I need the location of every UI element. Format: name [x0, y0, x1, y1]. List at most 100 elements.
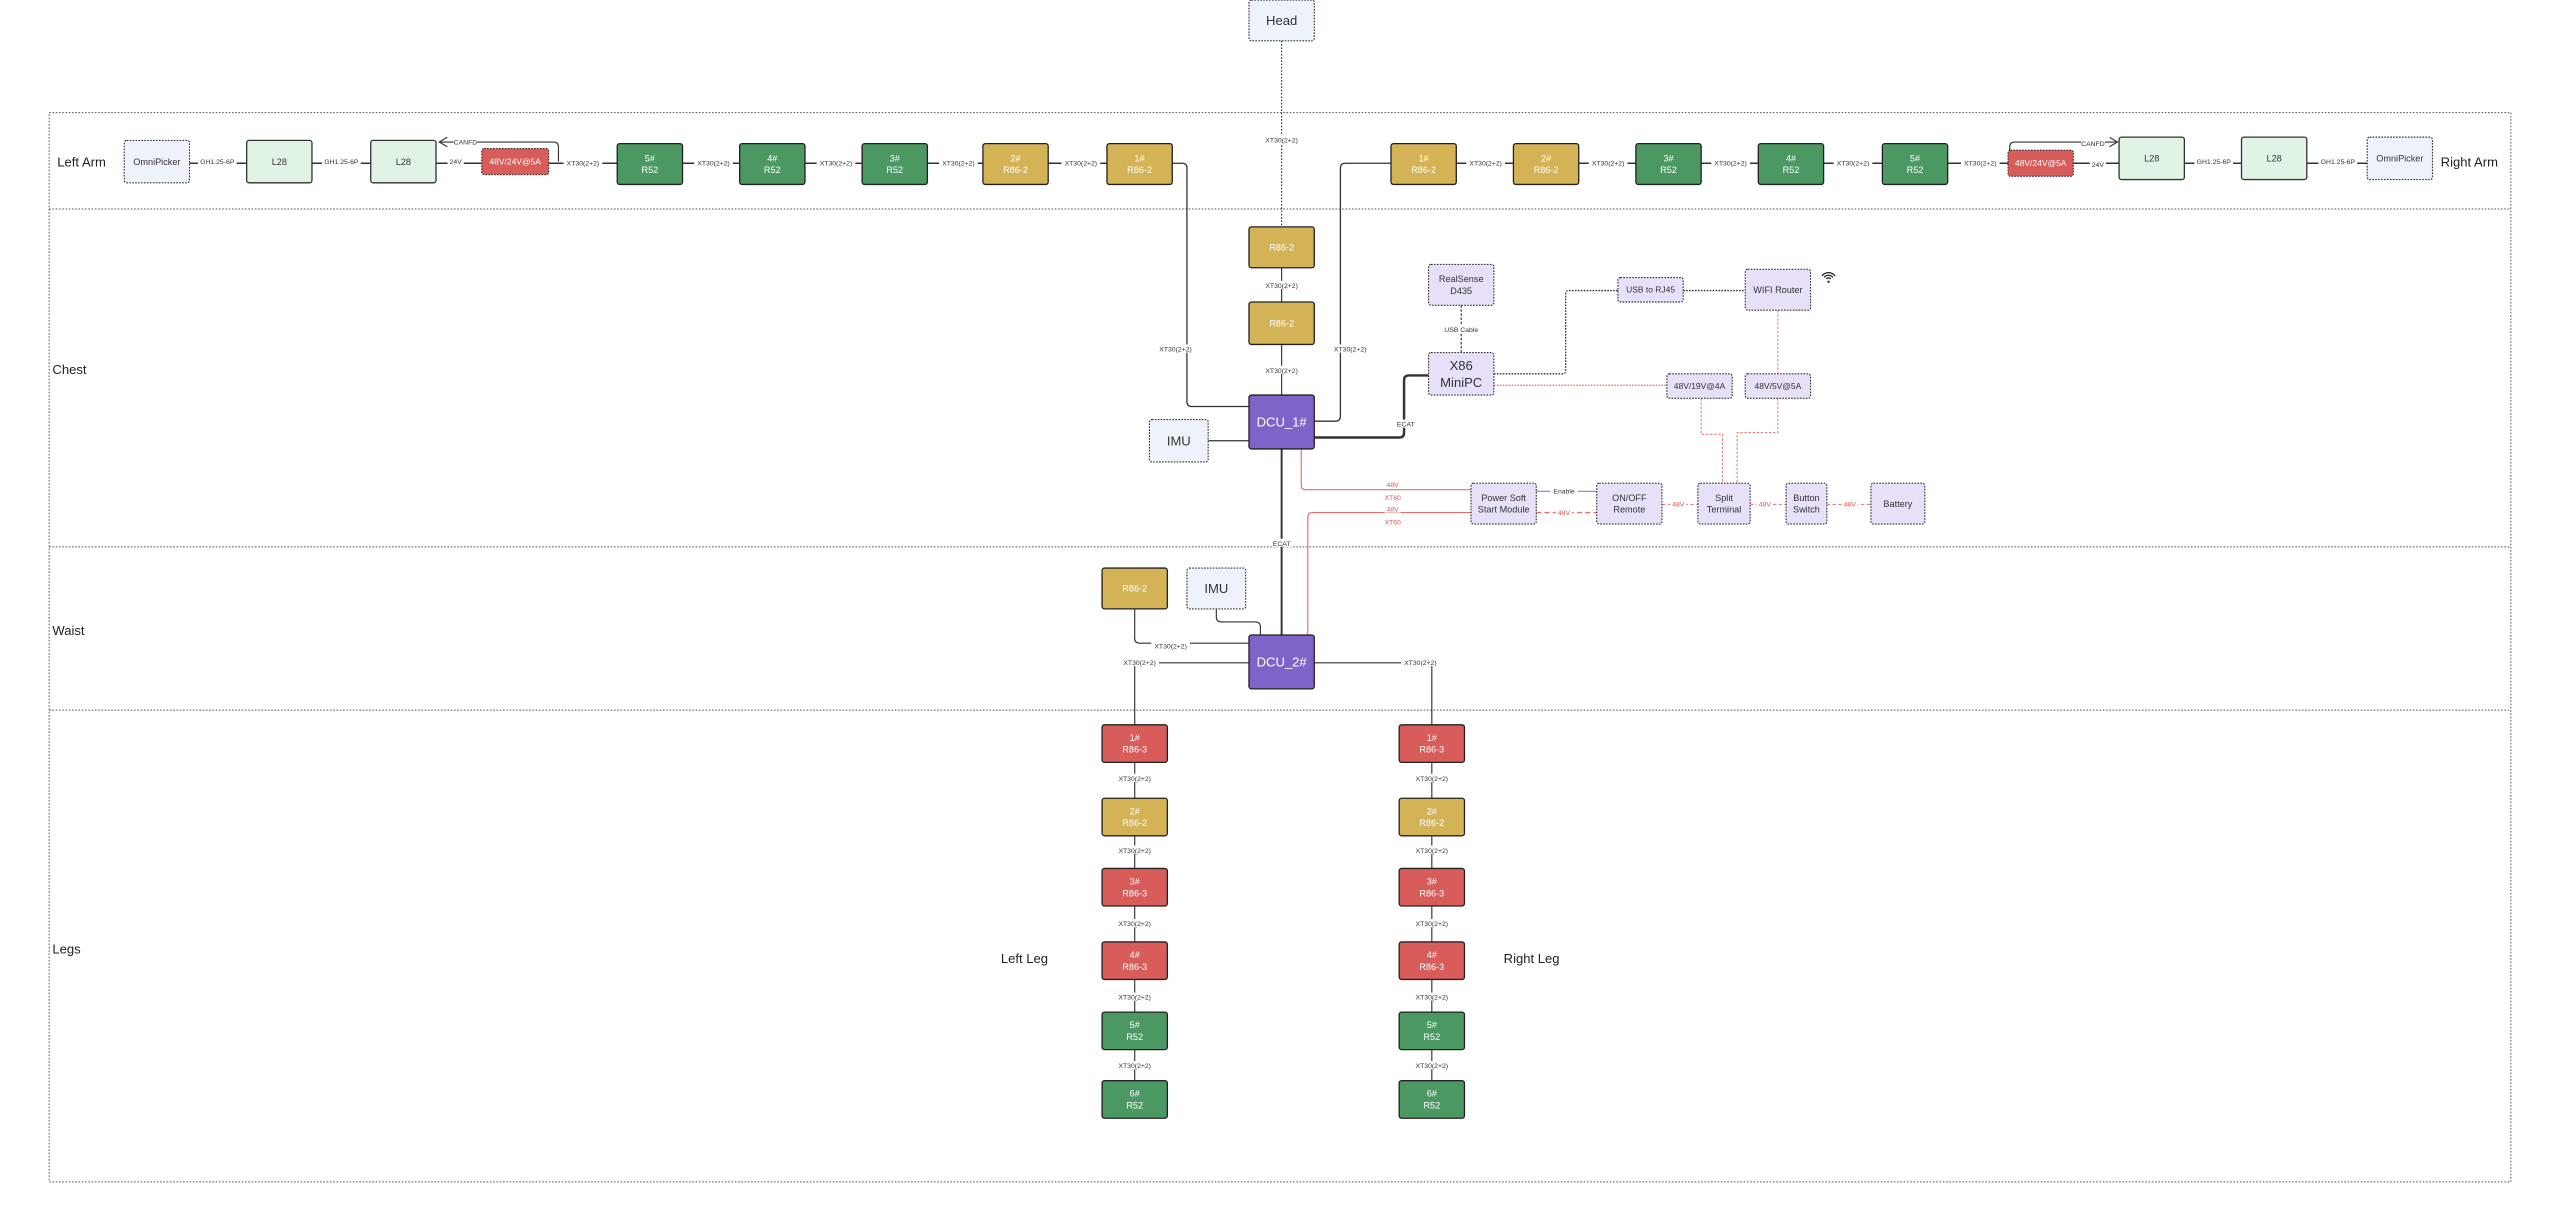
connector-label-text: 48V — [1759, 502, 1772, 509]
node-box — [1617, 276, 1684, 303]
node-label: MiniPC — [1440, 375, 1482, 390]
node-label: D435 — [1450, 286, 1472, 296]
connector-label-text: 48V — [1387, 507, 1400, 514]
node-la-2[interactable]: 2# R86-2 — [982, 143, 1049, 186]
connector-label: XT30(2+2) — [1120, 657, 1159, 667]
connector-label-text: XT30(2+2) — [1159, 347, 1192, 354]
connector-label: ECAT — [1271, 538, 1292, 548]
node-la-l28a[interactable]: L28 — [246, 139, 313, 184]
connector-label-text: XT30(2+2) — [1416, 921, 1449, 928]
node-box — [1186, 567, 1247, 610]
node-label: R52 — [764, 165, 781, 175]
node-ra-3[interactable]: 3#R52 — [1635, 143, 1702, 186]
connector-label: XT30(2+2) — [1588, 158, 1628, 168]
node-wa-r[interactable]: R86-2 — [1101, 567, 1169, 610]
connector-label-text: XT30(2+2) — [1837, 161, 1870, 168]
node-rl-5[interactable]: 5#R52 — [1398, 1011, 1466, 1051]
connector-label-text: 48V — [1558, 510, 1571, 517]
node-label: OmniPicker — [2376, 154, 2423, 164]
canfd-line — [2009, 142, 2118, 162]
node-dcu2[interactable]: DCU_2# — [1248, 634, 1315, 690]
connector-label: GH1.25-6P — [2194, 156, 2234, 166]
connector-label-text: XT30(2+2) — [1964, 161, 1997, 168]
node-rl-4[interactable]: 4# R86-3 — [1398, 941, 1466, 981]
connection-line — [1307, 512, 1471, 636]
node-label: USB to RJ45 — [1626, 285, 1675, 295]
node-ra-l28b[interactable]: L28 — [2240, 136, 2308, 181]
node-box — [1666, 373, 1733, 399]
node-ch-r1[interactable]: R86-2 — [1248, 226, 1315, 269]
connector-label: XT60 — [1382, 517, 1403, 527]
node-p5[interactable]: 48V/5V@5A — [1744, 373, 1812, 399]
node-label: 6# — [1130, 1089, 1141, 1099]
section-label-chest: Chest — [52, 362, 86, 377]
connector-label: XT30(2+2) — [1061, 158, 1101, 168]
connector-label: GH1.25-6P — [197, 156, 237, 166]
connector-label: XT30(2+2) — [1262, 280, 1301, 290]
node-label: L28 — [2144, 154, 2159, 164]
node-ll-4[interactable]: 4# R86-3 — [1101, 941, 1169, 981]
connector-label: XT30(2+2) — [816, 158, 856, 168]
node-dcu1[interactable]: DCU_1# — [1248, 394, 1315, 450]
node-ch-r2[interactable]: R86-2 — [1248, 301, 1315, 346]
node-head[interactable]: Head — [1248, 0, 1315, 42]
connector-label: XT30(2+2) — [1960, 158, 2000, 168]
node-box — [739, 143, 806, 186]
node-imu1[interactable]: IMU — [1148, 418, 1209, 463]
node-la-1[interactable]: 1# R86-2 — [1106, 143, 1173, 186]
node-la-3[interactable]: 3#R52 — [861, 143, 929, 186]
node-battery[interactable]: Battery — [1870, 482, 1926, 525]
node-ra-pwr[interactable]: 48V/24V@5A — [2007, 149, 2074, 177]
node-pss[interactable]: Power Soft Start Module — [1470, 482, 1537, 525]
node-ll-1[interactable]: 1# R86-3 — [1101, 724, 1169, 763]
node-onoff[interactable]: ON/OFF Remote — [1596, 482, 1663, 525]
node-la-pwr[interactable]: 48V/24V@5A — [481, 147, 550, 176]
node-ra-l28a[interactable]: L28 — [2118, 136, 2186, 181]
node-p19[interactable]: 48V/19V@4A — [1666, 373, 1733, 399]
node-ra-4[interactable]: 4#R52 — [1757, 143, 1825, 186]
node-realsense[interactable]: RealSense D435 — [1427, 263, 1495, 306]
node-la-omni[interactable]: OmniPicker — [123, 139, 191, 184]
node-wifi[interactable]: WIFI Router — [1744, 268, 1812, 311]
node-label: R86-2 — [1534, 165, 1559, 175]
node-la-4[interactable]: 4#R52 — [739, 143, 806, 186]
node-ra-omni[interactable]: OmniPicker — [2366, 136, 2434, 181]
node-label: 5# — [1130, 1020, 1141, 1030]
connection-line — [1300, 448, 1471, 491]
node-ll-2[interactable]: 2# R86-2 — [1101, 797, 1169, 837]
connector-label-text: XT30(2+2) — [1118, 995, 1151, 1002]
node-split[interactable]: Split Terminal — [1697, 482, 1751, 525]
node-la-5[interactable]: 5#R52 — [616, 143, 684, 186]
node-box — [1512, 143, 1580, 186]
node-label: R86-2 — [1127, 165, 1152, 175]
connector-label-text: XT30(2+2) — [1123, 660, 1156, 667]
node-label: 3# — [1427, 876, 1438, 886]
node-label: R52 — [1660, 165, 1677, 175]
node-ra-2[interactable]: 2# R86-2 — [1512, 143, 1580, 186]
node-la-l28b[interactable]: L28 — [370, 139, 437, 184]
node-usb-rj45[interactable]: USB to RJ45 — [1617, 276, 1684, 303]
connection-line — [1215, 608, 1261, 636]
node-x86[interactable]: X86 MiniPC — [1427, 352, 1495, 396]
node-ra-1[interactable]: 1# R86-2 — [1390, 143, 1457, 186]
node-rl-1[interactable]: 1# R86-3 — [1398, 724, 1466, 763]
node-imu2[interactable]: IMU — [1186, 567, 1247, 610]
node-box — [2007, 149, 2074, 177]
connector-label: XT30(2+2) — [1412, 1061, 1452, 1070]
node-rl-3[interactable]: 3# R86-3 — [1398, 867, 1466, 907]
node-ll-5[interactable]: 5#R52 — [1101, 1011, 1169, 1051]
node-label: R52 — [1126, 1032, 1143, 1042]
node-button[interactable]: Button Switch — [1785, 482, 1828, 525]
node-ll-3[interactable]: 3# R86-3 — [1101, 867, 1169, 907]
connection-line — [1736, 398, 1779, 484]
node-box — [1101, 867, 1169, 907]
node-ra-5[interactable]: 5#R52 — [1881, 143, 1949, 186]
node-ll-6[interactable]: 6#R52 — [1101, 1080, 1169, 1119]
node-box — [1697, 482, 1751, 525]
connector-label: GH1.25-6P — [322, 156, 361, 166]
node-rl-2[interactable]: 2# R86-2 — [1398, 797, 1466, 837]
connector-label-text: XT30(2+2) — [1065, 161, 1098, 168]
node-rl-6[interactable]: 6#R52 — [1398, 1080, 1466, 1119]
node-label: R86-3 — [1122, 745, 1147, 755]
